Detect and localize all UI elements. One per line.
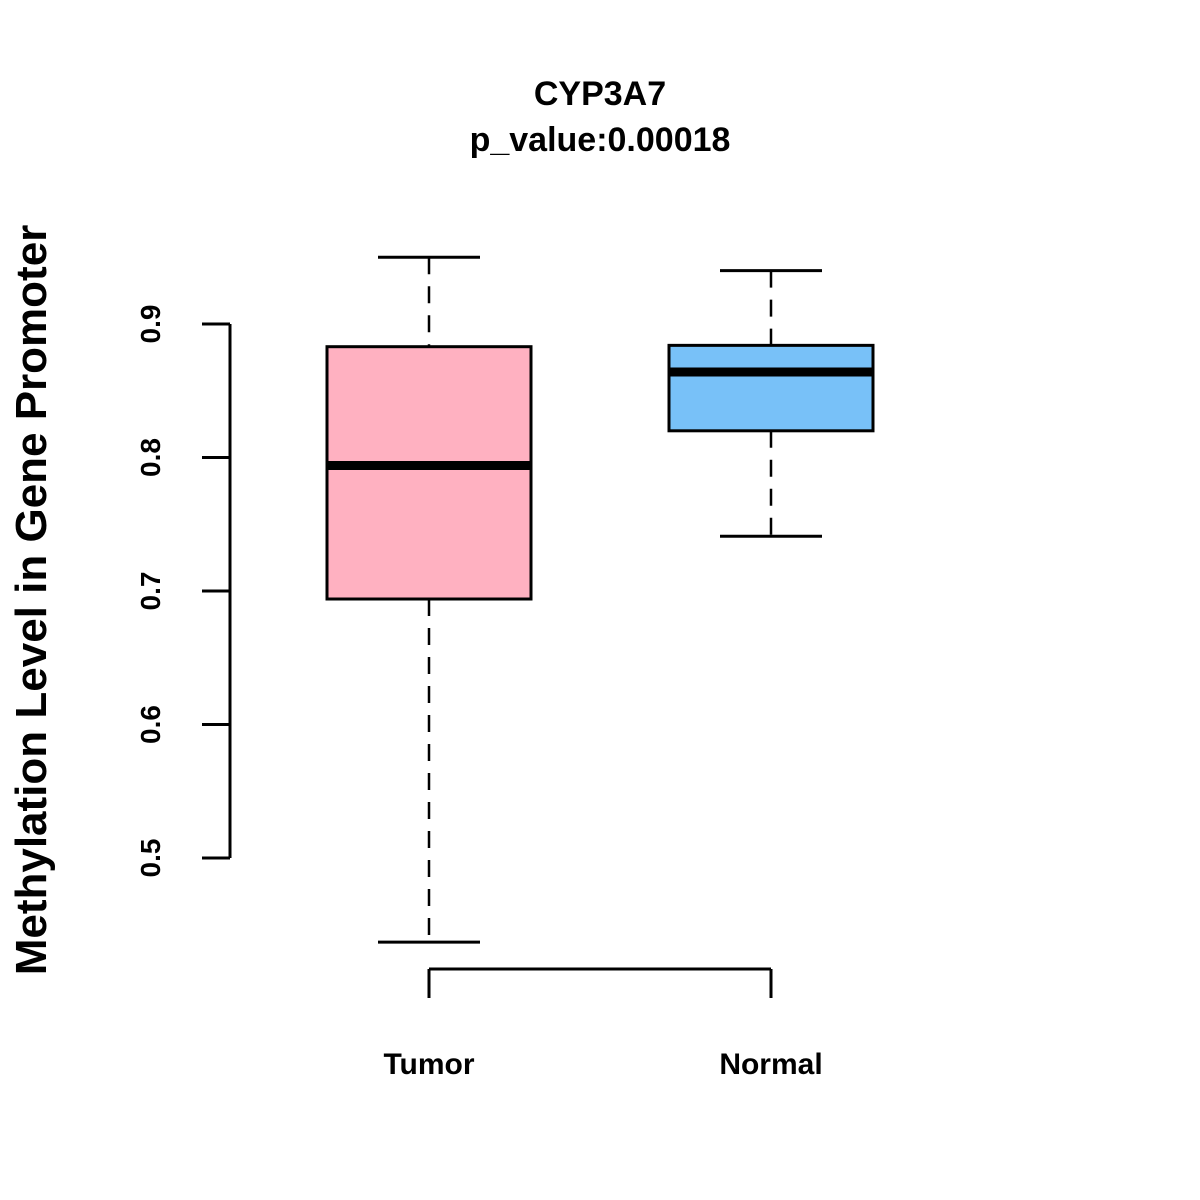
chart-subtitle: p_value:0.00018: [470, 121, 731, 159]
y-tick-label: 0.9: [135, 305, 166, 344]
y-tick-label: 0.7: [135, 572, 166, 611]
x-axis: Tumor Normal: [383, 967, 823, 1081]
y-tick-label: 0.8: [135, 438, 166, 477]
box-tumor: [325, 255, 533, 944]
iqr-box: [667, 343, 875, 433]
box-normal: [667, 269, 875, 538]
iqr-box: [325, 345, 533, 601]
y-axis: 0.5 0.6 0.7 0.8 0.9: [135, 305, 232, 878]
x-tick-label: Tumor: [383, 1048, 474, 1081]
boxes-group: [325, 255, 875, 944]
y-axis-label: Methylation Level in Gene Promoter: [7, 225, 56, 976]
y-tick-label: 0.6: [135, 705, 166, 744]
x-tick-label: Normal: [719, 1048, 822, 1081]
y-tick-label: 0.5: [135, 839, 166, 878]
chart-title: CYP3A7: [534, 75, 666, 113]
